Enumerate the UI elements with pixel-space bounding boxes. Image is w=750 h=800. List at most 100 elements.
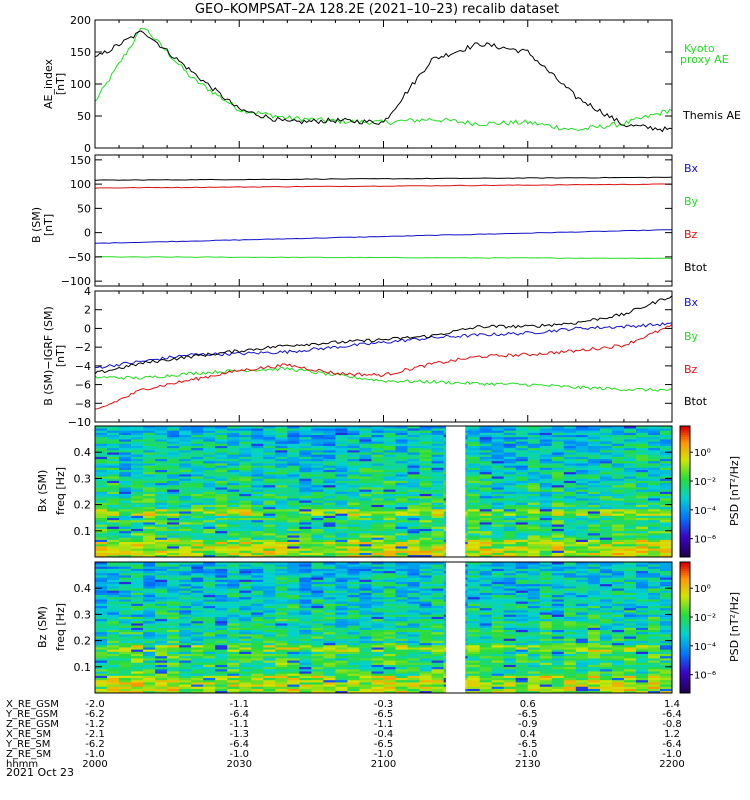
y-tick-label: −10: [68, 416, 91, 429]
spectrogram-cell: [299, 441, 312, 444]
spectrogram-cell: [299, 484, 312, 488]
spectrogram-cell: [311, 515, 324, 518]
spectrogram-cell: [467, 543, 480, 547]
spectrogram-cell: [227, 579, 240, 582]
spectrogram-cell: [131, 474, 144, 477]
y-tick-label: 0: [84, 227, 91, 240]
spectrogram-cell: [359, 552, 372, 556]
spectrogram-cell: [359, 605, 372, 609]
spectrogram-cell: [251, 513, 264, 516]
spectrogram-cell: [395, 467, 408, 470]
spectrogram-cell: [287, 517, 300, 521]
spectrogram-cell: [263, 599, 276, 602]
spectrogram-cell: [107, 443, 120, 446]
spectrogram-cell: [419, 515, 432, 518]
spectrogram-cell: [107, 537, 120, 540]
spectrogram-cell: [359, 524, 372, 527]
spectrogram-cell: [131, 620, 144, 624]
spectrogram-cell: [131, 524, 144, 527]
spectrogram-cell: [407, 541, 420, 545]
spectrogram-cell: [359, 454, 372, 457]
spectrogram-cell: [119, 495, 132, 499]
spectrogram-cell: [539, 546, 553, 549]
spectrogram-cell: [623, 500, 637, 503]
spectrogram-cell: [107, 478, 120, 481]
spectrogram-cell: [251, 682, 264, 685]
spectrogram-cell: [143, 502, 156, 505]
spectrogram-cell: [587, 502, 601, 505]
spectrogram-cell: [191, 562, 204, 565]
spectrogram-cell: [383, 515, 396, 518]
spectrogram-cell: [191, 491, 204, 494]
spectrogram-cell: [191, 638, 204, 641]
spectrogram-cell: [359, 612, 372, 615]
spectrogram-cell: [251, 554, 264, 558]
spectrogram-cell: [383, 546, 396, 549]
spectrogram-cell: [251, 511, 264, 514]
spectrogram-cell: [347, 426, 360, 429]
spectrogram-cell: [383, 570, 396, 574]
spectrogram-cell: [143, 677, 156, 681]
spectrogram-cell: [299, 596, 312, 600]
spectrogram-cell: [599, 434, 613, 438]
spectrogram-cell: [299, 515, 312, 518]
spectrogram-cell: [299, 452, 312, 455]
spectrogram-cell: [419, 688, 432, 692]
spectrogram-cell: [347, 522, 360, 525]
spectrogram-cell: [431, 476, 444, 479]
spectrogram-cell: [263, 668, 276, 672]
spectrogram-cell: [587, 548, 601, 551]
spectrogram-cell: [287, 487, 300, 490]
spectrogram-cell: [179, 489, 192, 492]
spectrogram-cell: [611, 498, 625, 501]
spectrogram-cell: [407, 524, 420, 527]
spectrogram-cell: [419, 623, 432, 626]
spectrogram-cell: [263, 686, 276, 689]
spectrogram-cell: [311, 651, 324, 654]
spectrogram-cell: [407, 566, 420, 569]
spectrogram-cell: [299, 623, 312, 626]
spectrogram-cell: [107, 528, 120, 532]
spectrogram-cell: [239, 629, 252, 633]
spectrogram-cell: [299, 465, 312, 468]
spectrogram-cell: [227, 506, 240, 510]
spectrogram-cell: [371, 620, 384, 624]
spectrogram-cell: [395, 550, 408, 553]
spectrogram-cell: [599, 426, 613, 429]
spectrogram-cell: [155, 575, 168, 578]
spectrogram-cell: [587, 426, 601, 429]
spectrogram-cell: [95, 638, 108, 641]
spectrogram-cell: [299, 532, 312, 536]
spectrogram-cell: [623, 541, 637, 545]
spectrogram-cell: [311, 491, 324, 494]
y-tick-label: 0.4: [74, 446, 92, 459]
spectrogram-cell: [299, 436, 312, 440]
spectrogram-cell: [311, 686, 324, 689]
spectrogram-cell: [167, 434, 180, 438]
spectrogram-cell: [491, 447, 505, 451]
spectrogram-cell: [227, 504, 240, 508]
spectrogram-cell: [239, 554, 252, 558]
spectrogram-cell: [95, 649, 108, 652]
spectrogram-cell: [251, 562, 264, 565]
spectrogram-cell: [215, 675, 228, 679]
spectrogram-cell: [155, 458, 168, 462]
spectrogram-cell: [95, 625, 108, 628]
series-line-bx: [94, 322, 673, 369]
spectrogram-cell: [275, 548, 288, 551]
spectrogram-cell: [419, 548, 432, 551]
spectrogram-cell: [323, 588, 336, 591]
spectrogram-cell: [239, 443, 252, 446]
spectrogram-cell: [335, 634, 348, 637]
spectrogram-cell: [359, 511, 372, 514]
spectrogram-cell: [395, 537, 408, 540]
spectrogram-cell: [383, 436, 396, 440]
spectrogram-cell: [263, 664, 276, 668]
spectrogram-cell: [287, 504, 300, 508]
spectrogram-cell: [131, 623, 144, 626]
spectrogram-cell: [119, 478, 132, 481]
spectrogram-cell: [647, 550, 661, 553]
spectrogram-cell: [563, 441, 577, 444]
spectrogram-cell: [407, 552, 420, 556]
spectrogram-cell: [155, 568, 168, 572]
